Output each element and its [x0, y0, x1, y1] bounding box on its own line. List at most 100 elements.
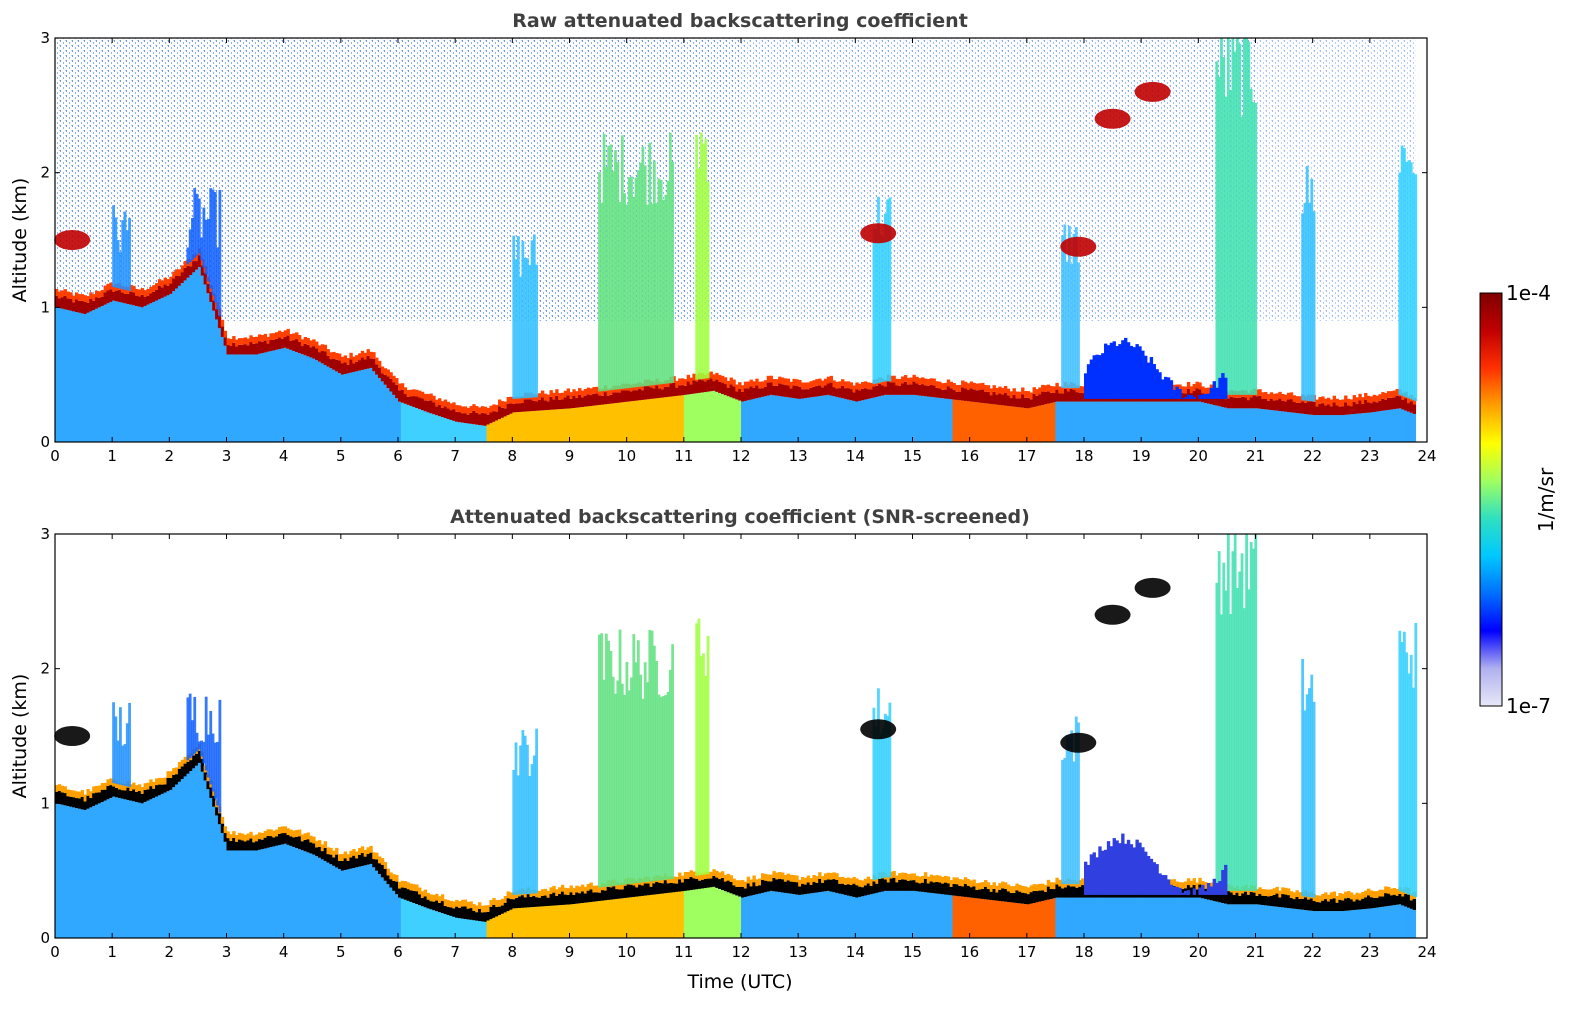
boundary-layer-cell — [240, 850, 245, 938]
boundary-layer-cell — [1003, 901, 1008, 938]
x-tick-label: 15 — [903, 447, 922, 465]
cloud-edge-cell — [475, 406, 479, 413]
boundary-layer-cell — [1184, 401, 1188, 442]
cloud-edge-cell — [618, 385, 622, 393]
cloud-edge-cell — [966, 879, 971, 886]
cloud-base-cell — [1381, 896, 1385, 907]
plume-cell — [877, 688, 880, 880]
cloud-edge-cell — [769, 874, 773, 882]
cloud-edge-cell — [415, 884, 419, 892]
cloud-base-cell — [1255, 396, 1259, 409]
cloud-base-cell — [475, 912, 479, 921]
cloud-edge-cell — [269, 333, 273, 341]
cloud-edge-cell — [237, 832, 242, 840]
cloud-edge-cell — [906, 377, 911, 385]
boundary-layer-cell — [92, 310, 96, 442]
boundary-layer-cell — [583, 902, 588, 938]
cloud-base-cell — [1364, 897, 1368, 909]
boundary-layer-cell — [1272, 906, 1277, 938]
cloud-base-cell — [892, 877, 896, 891]
boundary-layer-cell — [938, 893, 942, 938]
boundary-layer-cell — [1146, 897, 1151, 938]
boundary-layer-cell — [1121, 401, 1125, 442]
boundary-layer-cell — [600, 900, 605, 938]
cloud-edge-cell — [126, 287, 130, 294]
cloud-edge-cell — [1392, 390, 1397, 398]
cloud-base-cell — [1041, 391, 1045, 405]
cloud-edge-cell — [1061, 881, 1065, 889]
boundary-layer-cell — [941, 398, 945, 442]
cloud-edge-cell — [315, 341, 319, 349]
boundary-layer-cell — [946, 398, 951, 442]
boundary-layer-cell — [558, 905, 562, 938]
cloud-base-cell — [266, 836, 270, 848]
mid-layer-cell — [1118, 843, 1122, 895]
cloud-base-cell — [918, 883, 922, 892]
mid-layer-cell — [1129, 844, 1134, 895]
cloud-base-cell — [792, 881, 796, 895]
boundary-layer-cell — [440, 913, 445, 938]
cloud-base-cell — [472, 910, 476, 921]
cloud-edge-cell — [363, 352, 368, 360]
boundary-layer-cell — [672, 396, 676, 442]
cloud-base-cell — [583, 893, 588, 903]
cloud-base-cell — [109, 785, 113, 798]
cloud-edge-cell — [460, 899, 465, 907]
cloud-edge-cell — [1332, 891, 1337, 899]
boundary-layer-cell — [1178, 897, 1182, 938]
cloud-edge-cell — [1372, 394, 1377, 402]
cloud-base-cell — [1338, 899, 1342, 912]
cloud-base-cell — [675, 883, 679, 892]
cloud-edge-cell — [552, 885, 556, 893]
plume-cell — [1229, 614, 1232, 891]
cloud-edge-cell — [317, 345, 322, 353]
boundary-layer-cell — [755, 398, 759, 442]
cloud-edge-cell — [492, 404, 496, 412]
x-tick-label: 3 — [222, 447, 232, 465]
cloud-base-cell — [415, 396, 419, 409]
mid-layer-cell — [1095, 857, 1099, 895]
cloud-edge-cell — [1381, 392, 1385, 399]
boundary-layer-cell — [635, 896, 639, 938]
cloud-edge-cell — [1175, 881, 1179, 889]
boundary-layer-cell — [998, 404, 1002, 442]
cloud-base-cell — [503, 408, 508, 417]
boundary-layer-cell — [566, 904, 570, 938]
boundary-layer-cell — [352, 371, 356, 442]
boundary-layer-cell — [949, 895, 954, 938]
boundary-layer-cell — [981, 402, 985, 442]
cloud-base-cell — [66, 298, 70, 311]
cloud-base-cell — [435, 406, 439, 416]
boundary-layer-cell — [1209, 900, 1214, 938]
boundary-layer-cell — [963, 400, 968, 442]
plume-cell — [879, 733, 883, 879]
cloud-base-cell — [835, 388, 839, 397]
cloud-edge-cell — [1006, 884, 1011, 892]
plume-cell — [872, 228, 876, 385]
boundary-layer-cell — [1398, 904, 1402, 938]
cloud-base-cell — [155, 289, 159, 301]
cloud-base-cell — [703, 381, 708, 393]
cloud-base-cell — [912, 381, 916, 395]
boundary-layer-cell — [1092, 401, 1096, 442]
boundary-layer-cell — [966, 897, 971, 938]
cloud-base-cell — [332, 358, 336, 370]
boundary-layer-cell — [506, 911, 510, 938]
cloud-base-cell — [115, 787, 119, 798]
boundary-layer-cell — [1284, 411, 1288, 442]
cloud-edge-cell — [398, 881, 402, 889]
boundary-layer-cell — [109, 301, 113, 442]
cloud-edge-cell — [809, 381, 813, 388]
boundary-layer-cell — [1055, 401, 1059, 442]
plume-cell — [611, 676, 615, 886]
mid-layer-cell — [1175, 386, 1179, 399]
mid-layer-cell — [1166, 879, 1171, 895]
cloud-edge-cell — [366, 349, 370, 356]
boundary-layer-cell — [1101, 897, 1105, 938]
y-tick-label: 2 — [40, 660, 50, 678]
cloud-base-cell — [995, 394, 999, 405]
plume-cell — [186, 247, 190, 265]
boundary-layer-cell — [1198, 897, 1202, 938]
boundary-layer-cell — [938, 397, 942, 442]
cloud-base-cell — [1292, 402, 1297, 413]
